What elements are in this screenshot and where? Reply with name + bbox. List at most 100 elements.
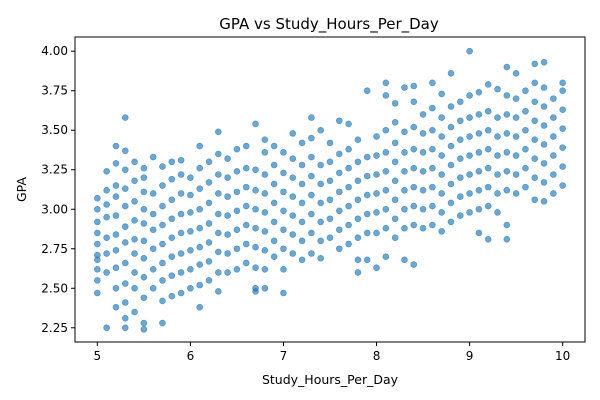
- data-point: [447, 123, 455, 131]
- data-point: [196, 281, 204, 289]
- data-point: [149, 153, 157, 161]
- data-point: [103, 168, 110, 175]
- data-point: [475, 130, 483, 137]
- data-point: [363, 256, 371, 264]
- data-point: [159, 221, 166, 229]
- data-point: [373, 171, 380, 178]
- data-point: [336, 117, 343, 125]
- data-point: [503, 63, 511, 71]
- data-point: [103, 213, 110, 221]
- data-point: [168, 292, 176, 300]
- data-point: [242, 164, 250, 172]
- data-point: [373, 190, 380, 197]
- data-point: [447, 142, 455, 150]
- data-point: [429, 126, 436, 134]
- data-point: [270, 180, 278, 188]
- data-point: [159, 202, 166, 210]
- data-point: [419, 205, 427, 213]
- data-point: [336, 188, 343, 196]
- data-point: [419, 186, 427, 194]
- data-point: [205, 179, 213, 186]
- data-point: [512, 70, 520, 77]
- data-point: [215, 150, 222, 158]
- data-point: [224, 269, 231, 276]
- data-point: [540, 179, 548, 186]
- data-point: [559, 125, 566, 132]
- data-point: [512, 190, 520, 197]
- data-point: [289, 174, 297, 181]
- data-point: [429, 145, 436, 153]
- data-point: [298, 180, 306, 188]
- data-point: [140, 220, 148, 227]
- data-point: [401, 168, 408, 175]
- data-point: [159, 182, 166, 189]
- data-point: [419, 168, 427, 175]
- data-point: [187, 191, 194, 199]
- data-point: [270, 237, 278, 245]
- data-point: [522, 126, 529, 134]
- data-point: [550, 133, 557, 140]
- data-point: [121, 314, 129, 322]
- data-point: [373, 264, 380, 272]
- data-point: [512, 171, 520, 178]
- data-point: [438, 228, 445, 235]
- data-point: [168, 253, 176, 260]
- data-point: [121, 299, 129, 306]
- data-point: [373, 133, 380, 140]
- data-point: [540, 58, 548, 66]
- data-point: [233, 245, 241, 253]
- data-point: [140, 254, 148, 262]
- data-point: [326, 196, 334, 204]
- data-point: [168, 215, 176, 223]
- data-point: [512, 152, 520, 159]
- data-point: [512, 95, 520, 102]
- y-tick-label: 2.25: [41, 321, 68, 335]
- data-point: [280, 266, 287, 273]
- data-point: [233, 226, 241, 234]
- data-point: [447, 103, 455, 110]
- data-point: [363, 229, 371, 237]
- data-point: [373, 209, 380, 216]
- data-point: [410, 221, 418, 229]
- data-point: [317, 237, 324, 245]
- data-point: [261, 171, 269, 178]
- data-point: [177, 250, 185, 257]
- data-point: [391, 139, 399, 147]
- data-point: [187, 284, 194, 292]
- data-point: [149, 190, 157, 197]
- data-point: [149, 266, 157, 273]
- data-point: [177, 269, 185, 276]
- data-point: [410, 145, 418, 153]
- data-point: [410, 98, 418, 106]
- data-point: [131, 198, 138, 205]
- data-point: [205, 158, 213, 166]
- y-axis-label: GPA: [14, 177, 29, 202]
- data-point: [466, 92, 473, 99]
- data-point: [391, 215, 399, 223]
- data-point: [354, 136, 362, 144]
- data-point: [298, 161, 306, 169]
- data-point: [531, 174, 539, 181]
- data-point: [112, 247, 120, 254]
- data-point: [336, 169, 343, 177]
- data-point: [503, 235, 511, 243]
- data-point: [215, 171, 222, 178]
- data-point: [540, 84, 548, 91]
- data-point: [112, 284, 120, 292]
- data-point: [326, 177, 334, 185]
- data-point: [121, 185, 129, 193]
- data-point: [550, 152, 557, 159]
- data-point: [345, 145, 352, 153]
- data-point: [345, 120, 352, 128]
- data-point: [456, 193, 464, 200]
- data-point: [140, 273, 148, 281]
- data-point: [224, 250, 231, 257]
- data-points: [94, 47, 566, 333]
- data-point: [382, 224, 390, 232]
- data-point: [429, 164, 436, 172]
- data-point: [401, 149, 408, 156]
- data-point: [484, 145, 492, 153]
- data-point: [456, 98, 464, 106]
- data-point: [289, 212, 297, 219]
